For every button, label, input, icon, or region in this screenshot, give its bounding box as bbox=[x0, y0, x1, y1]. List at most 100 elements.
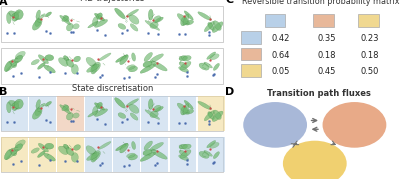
Ellipse shape bbox=[95, 13, 105, 21]
Ellipse shape bbox=[126, 9, 139, 17]
Ellipse shape bbox=[74, 56, 81, 62]
Bar bbox=[29, 137, 56, 172]
Bar bbox=[142, 137, 168, 172]
Bar bbox=[170, 137, 196, 172]
Ellipse shape bbox=[120, 55, 128, 65]
Ellipse shape bbox=[10, 60, 17, 68]
Ellipse shape bbox=[208, 23, 215, 30]
Ellipse shape bbox=[14, 10, 23, 20]
Ellipse shape bbox=[12, 102, 19, 111]
Ellipse shape bbox=[150, 22, 158, 29]
Ellipse shape bbox=[32, 19, 42, 30]
Ellipse shape bbox=[35, 18, 41, 27]
Ellipse shape bbox=[115, 98, 125, 108]
Ellipse shape bbox=[115, 143, 128, 151]
Ellipse shape bbox=[99, 141, 111, 149]
Ellipse shape bbox=[140, 152, 156, 161]
Ellipse shape bbox=[213, 21, 221, 30]
Ellipse shape bbox=[45, 12, 51, 17]
FancyBboxPatch shape bbox=[241, 31, 261, 44]
Ellipse shape bbox=[179, 155, 188, 160]
Bar bbox=[85, 137, 112, 172]
Ellipse shape bbox=[145, 20, 160, 30]
Text: B: B bbox=[0, 87, 7, 97]
Ellipse shape bbox=[95, 20, 107, 27]
Ellipse shape bbox=[115, 8, 125, 19]
Ellipse shape bbox=[155, 107, 163, 112]
Ellipse shape bbox=[97, 13, 102, 19]
Ellipse shape bbox=[130, 24, 138, 31]
Ellipse shape bbox=[148, 9, 153, 20]
Ellipse shape bbox=[59, 146, 68, 155]
Bar bbox=[113, 137, 140, 172]
Ellipse shape bbox=[38, 63, 45, 69]
Ellipse shape bbox=[207, 52, 216, 59]
Ellipse shape bbox=[132, 141, 136, 150]
Ellipse shape bbox=[207, 141, 216, 148]
Ellipse shape bbox=[91, 64, 97, 74]
Ellipse shape bbox=[62, 16, 68, 21]
Ellipse shape bbox=[144, 52, 152, 61]
Ellipse shape bbox=[180, 61, 191, 70]
Ellipse shape bbox=[179, 67, 188, 72]
Ellipse shape bbox=[31, 148, 39, 153]
Ellipse shape bbox=[145, 110, 160, 119]
Ellipse shape bbox=[153, 16, 161, 22]
Ellipse shape bbox=[210, 142, 219, 148]
Ellipse shape bbox=[63, 56, 69, 61]
Ellipse shape bbox=[12, 12, 20, 16]
Ellipse shape bbox=[322, 102, 386, 148]
Ellipse shape bbox=[67, 23, 73, 31]
Ellipse shape bbox=[73, 24, 79, 29]
Text: MD trajectories: MD trajectories bbox=[80, 0, 144, 3]
Ellipse shape bbox=[32, 108, 42, 119]
Bar bbox=[113, 96, 140, 131]
Ellipse shape bbox=[66, 59, 74, 67]
Ellipse shape bbox=[95, 109, 107, 116]
Ellipse shape bbox=[97, 102, 102, 109]
Bar bbox=[85, 96, 112, 131]
Text: 0.18: 0.18 bbox=[318, 51, 336, 60]
Ellipse shape bbox=[6, 13, 11, 24]
Ellipse shape bbox=[204, 21, 214, 32]
Ellipse shape bbox=[144, 141, 152, 150]
Ellipse shape bbox=[4, 61, 12, 72]
Ellipse shape bbox=[213, 110, 221, 119]
Text: 0.45: 0.45 bbox=[318, 67, 336, 76]
Ellipse shape bbox=[73, 113, 79, 118]
Ellipse shape bbox=[151, 61, 167, 71]
Ellipse shape bbox=[150, 111, 158, 118]
Text: State discretisation: State discretisation bbox=[72, 83, 153, 93]
Ellipse shape bbox=[143, 150, 152, 156]
Ellipse shape bbox=[91, 153, 97, 162]
Ellipse shape bbox=[204, 62, 213, 68]
Bar bbox=[1, 137, 223, 172]
FancyBboxPatch shape bbox=[265, 14, 286, 27]
Ellipse shape bbox=[38, 103, 45, 109]
Ellipse shape bbox=[44, 153, 55, 161]
Ellipse shape bbox=[14, 144, 22, 151]
Ellipse shape bbox=[184, 11, 193, 20]
Ellipse shape bbox=[45, 143, 54, 149]
Text: 0.64: 0.64 bbox=[271, 51, 290, 60]
Text: 0.35: 0.35 bbox=[318, 34, 336, 43]
FancyBboxPatch shape bbox=[241, 64, 261, 77]
Ellipse shape bbox=[210, 54, 219, 60]
Ellipse shape bbox=[38, 143, 49, 152]
Ellipse shape bbox=[71, 153, 78, 162]
Ellipse shape bbox=[36, 100, 41, 109]
Ellipse shape bbox=[179, 144, 187, 149]
Ellipse shape bbox=[182, 56, 191, 61]
Ellipse shape bbox=[204, 111, 214, 121]
Text: C: C bbox=[225, 0, 233, 5]
Ellipse shape bbox=[88, 110, 98, 117]
Ellipse shape bbox=[177, 103, 189, 114]
Ellipse shape bbox=[38, 14, 45, 20]
Bar bbox=[29, 96, 56, 131]
Ellipse shape bbox=[130, 113, 138, 120]
Ellipse shape bbox=[14, 99, 23, 109]
Ellipse shape bbox=[115, 55, 128, 62]
Ellipse shape bbox=[38, 151, 45, 157]
Ellipse shape bbox=[66, 147, 74, 156]
Ellipse shape bbox=[199, 151, 209, 158]
